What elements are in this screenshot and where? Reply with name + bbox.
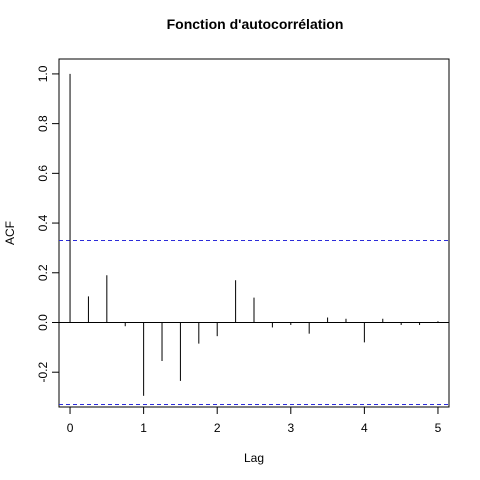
x-tick-label: 3 [287,421,294,435]
y-axis-label: ACF [3,221,17,245]
y-tick-label: 0.6 [36,165,50,182]
x-tick-label: 5 [435,421,442,435]
y-tick-label: 0.8 [36,115,50,132]
x-tick-label: 2 [214,421,221,435]
x-tick-label: 4 [361,421,368,435]
confidence-bounds [59,239,449,406]
x-tick-label: 1 [140,421,147,435]
x-axis: 0 1 2 3 4 5 [67,407,442,435]
y-tick-label: 0.2 [36,264,50,281]
x-axis-label: Lag [244,451,264,465]
plot-frame [58,58,450,408]
acf-bars [69,73,439,396]
x-tick-label: 0 [67,421,74,435]
y-tick-label: 1.0 [36,65,50,82]
y-axis: -0.2 0.0 0.2 0.4 0.6 0.8 1.0 [36,65,59,383]
chart-title: Fonction d'autocorrélation [167,16,344,32]
y-tick-label: 0.4 [36,214,50,231]
y-tick-label: -0.2 [36,362,50,383]
y-tick-label: 0.0 [36,314,50,331]
